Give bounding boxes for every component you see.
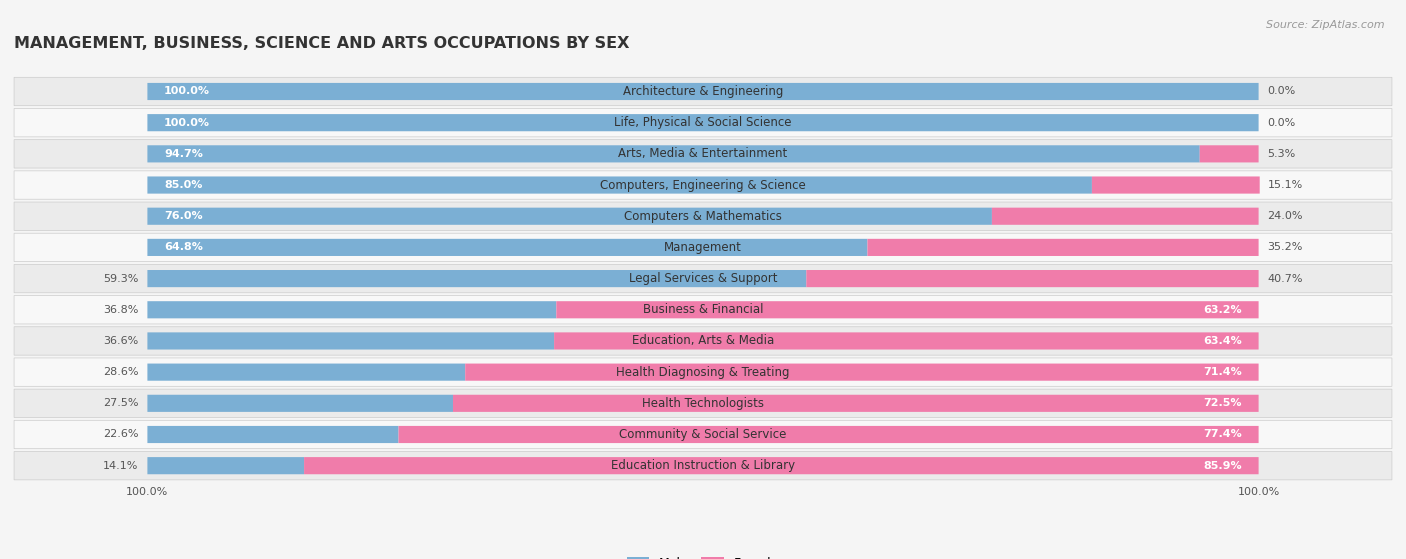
FancyBboxPatch shape (148, 207, 991, 225)
FancyBboxPatch shape (14, 108, 1392, 137)
FancyBboxPatch shape (868, 239, 1258, 256)
Text: Legal Services & Support: Legal Services & Support (628, 272, 778, 285)
FancyBboxPatch shape (14, 264, 1392, 293)
FancyBboxPatch shape (14, 452, 1392, 480)
Text: 63.4%: 63.4% (1204, 336, 1241, 346)
FancyBboxPatch shape (14, 140, 1392, 168)
FancyBboxPatch shape (148, 177, 1092, 193)
FancyBboxPatch shape (14, 202, 1392, 230)
FancyBboxPatch shape (14, 389, 1392, 418)
Text: Community & Social Service: Community & Social Service (619, 428, 787, 441)
FancyBboxPatch shape (14, 171, 1392, 199)
FancyBboxPatch shape (148, 333, 554, 349)
Text: 40.7%: 40.7% (1267, 273, 1303, 283)
FancyBboxPatch shape (148, 457, 304, 474)
FancyBboxPatch shape (148, 83, 1258, 100)
Text: Health Technologists: Health Technologists (643, 397, 763, 410)
FancyBboxPatch shape (453, 395, 1258, 412)
FancyBboxPatch shape (14, 420, 1392, 449)
FancyBboxPatch shape (14, 296, 1392, 324)
FancyBboxPatch shape (304, 457, 1258, 474)
FancyBboxPatch shape (148, 363, 465, 381)
Text: 100.0%: 100.0% (1237, 487, 1279, 497)
FancyBboxPatch shape (148, 239, 868, 256)
Text: 22.6%: 22.6% (103, 429, 139, 439)
FancyBboxPatch shape (807, 270, 1258, 287)
Text: 27.5%: 27.5% (103, 399, 139, 408)
Text: MANAGEMENT, BUSINESS, SCIENCE AND ARTS OCCUPATIONS BY SEX: MANAGEMENT, BUSINESS, SCIENCE AND ARTS O… (14, 36, 630, 51)
Text: Computers & Mathematics: Computers & Mathematics (624, 210, 782, 222)
Text: Health Diagnosing & Treating: Health Diagnosing & Treating (616, 366, 790, 378)
Text: 77.4%: 77.4% (1204, 429, 1241, 439)
Text: 5.3%: 5.3% (1267, 149, 1296, 159)
Text: 100.0%: 100.0% (127, 487, 169, 497)
Text: 35.2%: 35.2% (1267, 243, 1303, 253)
FancyBboxPatch shape (14, 358, 1392, 386)
Text: 14.1%: 14.1% (103, 461, 139, 471)
Text: 28.6%: 28.6% (103, 367, 139, 377)
FancyBboxPatch shape (148, 426, 398, 443)
Text: 36.6%: 36.6% (103, 336, 139, 346)
Text: 36.8%: 36.8% (103, 305, 139, 315)
Text: 72.5%: 72.5% (1204, 399, 1241, 408)
Text: Computers, Engineering & Science: Computers, Engineering & Science (600, 178, 806, 192)
FancyBboxPatch shape (148, 301, 557, 318)
Text: 0.0%: 0.0% (1267, 87, 1296, 97)
FancyBboxPatch shape (557, 301, 1258, 318)
Text: 0.0%: 0.0% (1267, 118, 1296, 127)
Text: Architecture & Engineering: Architecture & Engineering (623, 85, 783, 98)
Text: 15.1%: 15.1% (1267, 180, 1303, 190)
FancyBboxPatch shape (398, 426, 1258, 443)
FancyBboxPatch shape (554, 333, 1258, 349)
Text: Life, Physical & Social Science: Life, Physical & Social Science (614, 116, 792, 129)
Text: Arts, Media & Entertainment: Arts, Media & Entertainment (619, 148, 787, 160)
FancyBboxPatch shape (148, 145, 1199, 163)
Text: 94.7%: 94.7% (165, 149, 202, 159)
FancyBboxPatch shape (1199, 145, 1258, 163)
Text: 24.0%: 24.0% (1267, 211, 1303, 221)
FancyBboxPatch shape (14, 77, 1392, 106)
Text: 64.8%: 64.8% (165, 243, 202, 253)
FancyBboxPatch shape (148, 395, 453, 412)
Text: 76.0%: 76.0% (165, 211, 202, 221)
Text: Management: Management (664, 241, 742, 254)
Text: Source: ZipAtlas.com: Source: ZipAtlas.com (1267, 20, 1385, 30)
Text: Education Instruction & Library: Education Instruction & Library (612, 459, 794, 472)
Text: 100.0%: 100.0% (165, 118, 209, 127)
FancyBboxPatch shape (1092, 177, 1260, 193)
FancyBboxPatch shape (148, 114, 1258, 131)
FancyBboxPatch shape (14, 233, 1392, 262)
Text: 85.9%: 85.9% (1204, 461, 1241, 471)
Text: Education, Arts & Media: Education, Arts & Media (631, 334, 775, 348)
FancyBboxPatch shape (148, 270, 807, 287)
Legend: Male, Female: Male, Female (627, 557, 779, 559)
Text: 100.0%: 100.0% (165, 87, 209, 97)
Text: 71.4%: 71.4% (1204, 367, 1241, 377)
Text: 59.3%: 59.3% (103, 273, 139, 283)
Text: Business & Financial: Business & Financial (643, 304, 763, 316)
FancyBboxPatch shape (14, 327, 1392, 355)
FancyBboxPatch shape (465, 363, 1258, 381)
Text: 63.2%: 63.2% (1204, 305, 1241, 315)
FancyBboxPatch shape (991, 207, 1258, 225)
Text: 85.0%: 85.0% (165, 180, 202, 190)
